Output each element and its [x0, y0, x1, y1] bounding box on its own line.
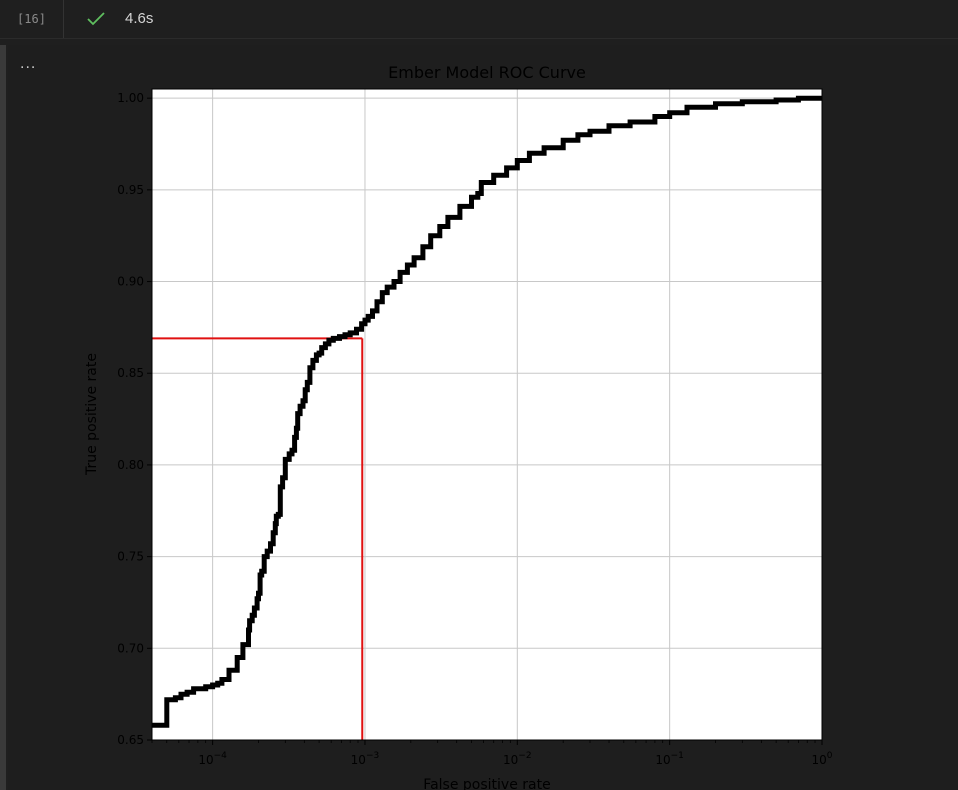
plot-background — [152, 89, 822, 740]
execution-duration: 4.6s — [125, 10, 154, 27]
x-tick-label: 10−3 — [351, 751, 380, 767]
x-tick-label: 10−4 — [198, 751, 227, 767]
x-axis-ticks: 10−4 10−3 10−2 10−1 100 — [151, 740, 833, 767]
y-tick-label: 0.90 — [117, 275, 144, 289]
y-tick-label: 0.70 — [117, 641, 144, 655]
cell-gutter[interactable] — [0, 45, 6, 790]
y-axis-label: True positive rate — [84, 353, 100, 476]
y-tick-label: 0.95 — [117, 183, 144, 197]
plot-frame — [151, 88, 823, 741]
check-icon — [87, 12, 105, 26]
more-actions-button[interactable]: ... — [20, 55, 37, 72]
roc-curve-line — [152, 95, 822, 728]
execution-count: [16] — [0, 0, 64, 38]
y-tick-label: 0.80 — [117, 458, 144, 472]
y-axis-ticks: 0.65 0.70 0.75 0.80 0.85 0.90 0.95 1.00 — [117, 91, 152, 747]
x-tick-label: 100 — [811, 751, 832, 767]
y-tick-label: 1.00 — [117, 91, 144, 105]
x-tick-label: 10−1 — [655, 751, 684, 767]
x-axis-label: False positive rate — [423, 777, 550, 790]
cell-header: [16] 4.6s — [0, 0, 958, 39]
y-tick-label: 0.65 — [117, 733, 144, 747]
y-tick-label: 0.75 — [117, 550, 144, 564]
chart-title: Ember Model ROC Curve — [388, 63, 586, 82]
y-tick-label: 0.85 — [117, 366, 144, 380]
x-tick-label: 10−2 — [503, 751, 532, 767]
